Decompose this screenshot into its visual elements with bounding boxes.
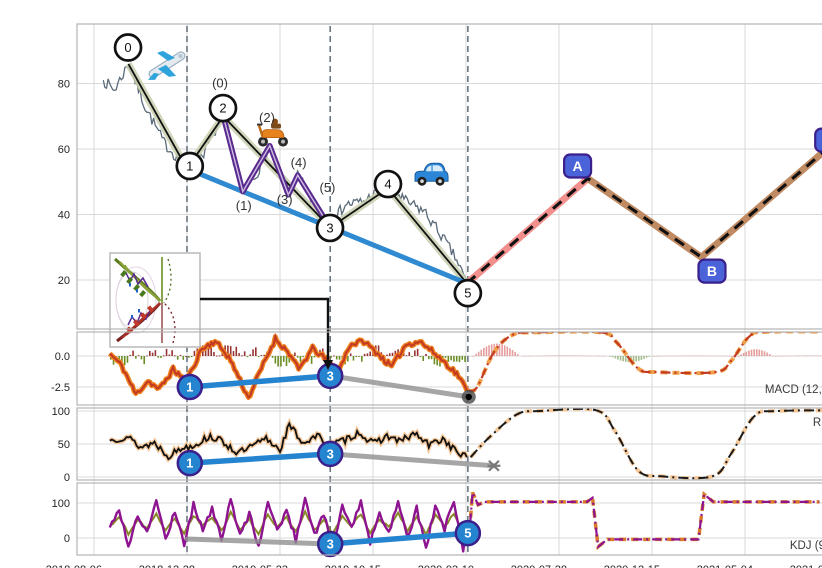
x-tick-label: 2021-08-30 <box>790 564 822 568</box>
macd-y-tick: -2.5 <box>51 382 70 394</box>
macd-marker-1: 1 <box>176 373 204 401</box>
rsi-y-tick: 0 <box>64 472 70 484</box>
rsi-marker-1: 1 <box>176 449 204 477</box>
svg-text:3: 3 <box>327 446 334 461</box>
subwave-core <box>222 116 331 228</box>
rsi-panel-label: RSI 14 <box>813 417 822 429</box>
rsi-line <box>109 421 468 461</box>
kdj-marker-5: 5 <box>454 519 482 547</box>
kdj-panel <box>108 490 820 553</box>
svg-text:1: 1 <box>186 456 193 471</box>
chart-canvas: (0)(1)(2)(3)(4)(5)012345ABC1313352018-08… <box>46 23 822 568</box>
price-y-tick: 80 <box>58 79 70 91</box>
x-tick-label: 2020-03-10 <box>418 564 474 568</box>
x-tick-label: 2018-08-06 <box>46 564 102 568</box>
wave-marker-0: 0 <box>113 33 143 62</box>
svg-text:A: A <box>573 158 583 174</box>
svg-text:B: B <box>707 263 717 279</box>
rsi-trend-blue <box>187 451 333 466</box>
svg-text:5: 5 <box>464 526 471 541</box>
wave-marker-5: 5 <box>453 278 483 308</box>
rsi-projection <box>469 408 822 480</box>
subwave-label-(0): (0) <box>212 76 228 91</box>
svg-text:5: 5 <box>464 286 471 301</box>
wave-marker-4: 4 <box>373 169 403 199</box>
svg-text:3: 3 <box>327 368 334 383</box>
macd-line <box>109 332 468 400</box>
x-tick-label: 2019-10-15 <box>325 564 381 568</box>
macd-panel-label: MACD (12,26,9) <box>765 384 822 396</box>
macd-trend-blue <box>187 373 333 390</box>
rsi-y-tick: 100 <box>52 406 70 418</box>
kdj-panel-label: KDJ (9,3,3) <box>790 540 822 552</box>
kdj-projection <box>467 492 820 549</box>
macd-projection <box>468 332 822 393</box>
rsi-trend-gray <box>327 451 497 469</box>
svg-text:0: 0 <box>124 40 131 55</box>
kdj-marker-3: 3 <box>316 530 344 558</box>
svg-text:1: 1 <box>186 159 193 174</box>
x-tick-label: 2020-12-15 <box>604 564 660 568</box>
macd-y-tick: 0.0 <box>55 351 70 363</box>
rsi-y-tick: 50 <box>58 439 70 451</box>
macd-panel: 13 <box>108 332 822 404</box>
svg-text:3: 3 <box>327 536 334 551</box>
macd-projection-under <box>468 332 822 394</box>
axis-labels: 2018-08-06 2018-12-28 2019-05-23 2019-10-15… <box>46 79 822 568</box>
subwave-label-(4): (4) <box>291 155 307 170</box>
wave-marker-3: 3 <box>315 213 345 243</box>
x-tick-label: 2020-07-28 <box>511 564 567 568</box>
kdj-y-tick: 0 <box>64 533 70 545</box>
airplane-icon <box>148 50 186 80</box>
svg-text:1: 1 <box>186 380 193 395</box>
price-y-tick: 60 <box>58 144 70 156</box>
kdj-trend-gray <box>184 536 333 547</box>
kdj-trend-blue <box>327 530 471 547</box>
subwave-label-(3): (3) <box>277 192 293 207</box>
abc-marker-B: B <box>697 258 727 284</box>
kdj-y-tick: 100 <box>52 498 70 510</box>
subwave-label-(2): (2) <box>259 110 275 125</box>
panel-borders <box>76 23 822 556</box>
scooter-icon <box>257 118 289 147</box>
abc-marker-A: A <box>562 153 593 179</box>
projection-ABC-underlay <box>584 148 822 261</box>
inset-connector-arrow <box>200 297 333 370</box>
projection-dashed-line <box>465 151 822 285</box>
fractal-inset-thumbnail <box>109 252 201 348</box>
rsi-marker-3: 3 <box>316 440 344 468</box>
car-icon <box>414 162 449 186</box>
rsi-panel: 13 <box>108 408 822 480</box>
x-tick-label: 2021-05-04 <box>697 564 753 568</box>
impulse-wave-line <box>127 63 468 284</box>
svg-text:3: 3 <box>326 220 333 235</box>
wave-marker-2: 2 <box>208 93 238 123</box>
price-panel: (0) (1) (2) (3) (4) (5) 0 1 2 3 4 5 A B C <box>102 33 822 308</box>
svg-text:4: 4 <box>384 177 391 192</box>
price-series-line <box>102 66 468 284</box>
price-y-tick: 40 <box>58 210 70 222</box>
price-y-tick: 20 <box>58 275 70 287</box>
svg-text:2: 2 <box>219 101 226 116</box>
kdj-j-line <box>108 496 469 553</box>
macd-marker-3: 3 <box>316 362 344 390</box>
elliott-wave-multi-panel-chart: (0)(1)(2)(3)(4)(5)012345ABC1313352018-08… <box>40 16 822 568</box>
macd-trend-gray <box>327 373 472 400</box>
subwave-label-(1): (1) <box>236 198 252 213</box>
wave-marker-1: 1 <box>175 151 205 181</box>
kdj-projection-under <box>467 490 820 551</box>
x-tick-label: 2018-12-28 <box>139 564 195 568</box>
x-tick-label: 2019-05-23 <box>232 564 288 568</box>
subwave-label-(5): (5) <box>319 180 335 195</box>
abc-marker-C: C <box>814 127 822 153</box>
kdj-markers: 35 <box>316 519 482 558</box>
